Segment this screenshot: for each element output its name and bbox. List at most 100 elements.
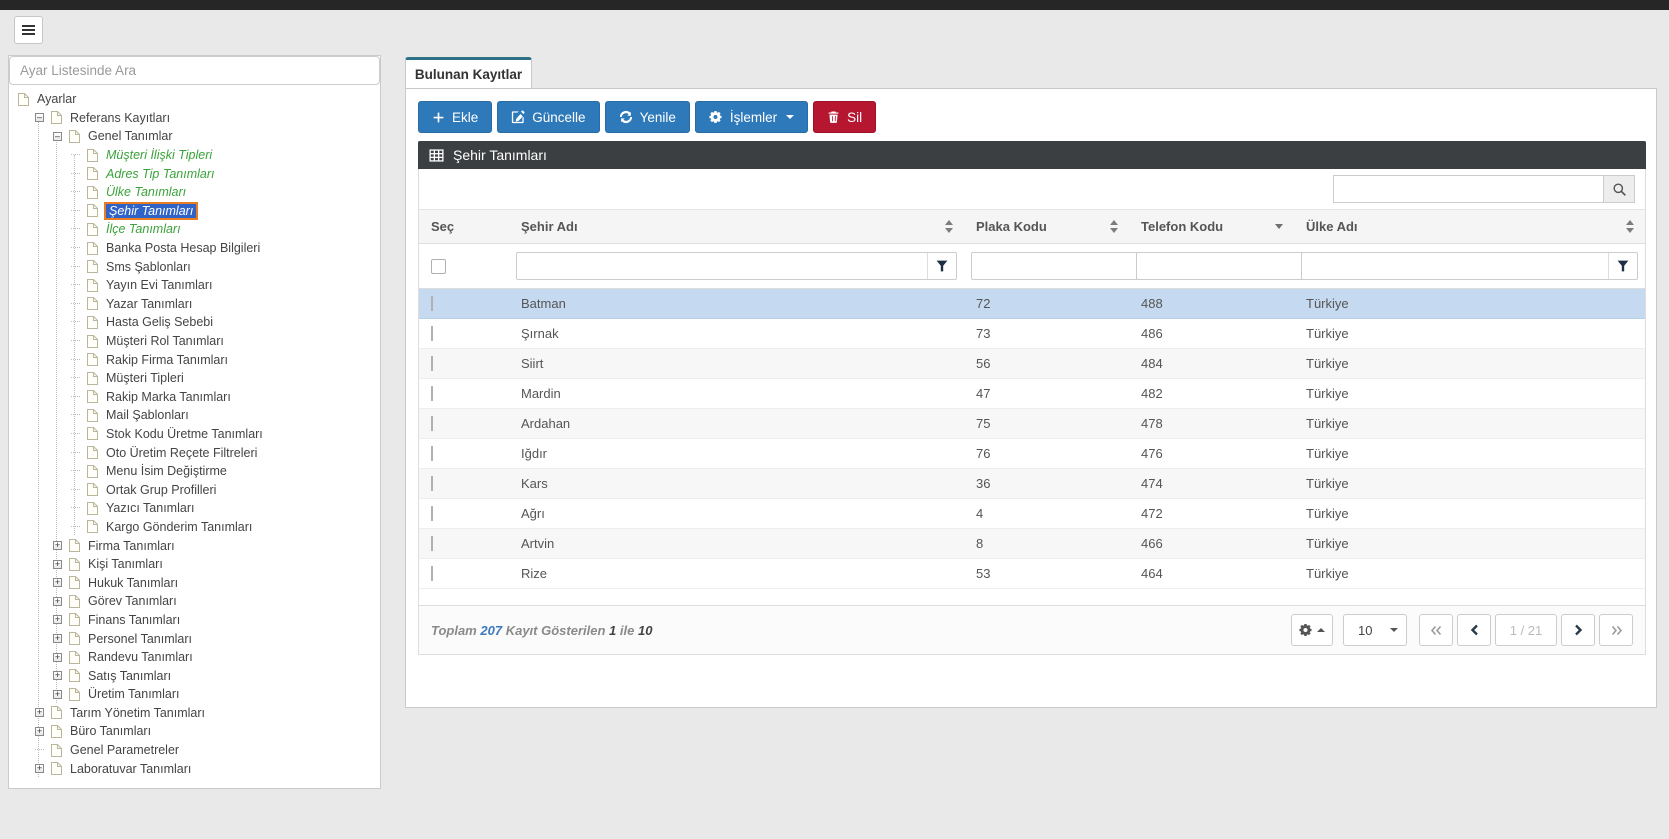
tree-item-sehir-tanimlari[interactable]: Şehir Tanımları (11, 201, 378, 221)
tree-item-musteri-tipleri[interactable]: Müşteri Tipleri (11, 369, 378, 388)
tree-item-ulke-tanimlari[interactable]: Ülke Tanımları (11, 183, 378, 202)
row-checkbox[interactable] (431, 536, 433, 551)
expand-icon[interactable]: + (53, 595, 62, 606)
sort-icon[interactable] (1626, 220, 1635, 233)
tree-item-hasta-gelis-sebebi[interactable]: Hasta Geliş Sebebi (11, 313, 378, 332)
table-row-sirnak[interactable]: Şırnak 73 486 Türkiye (419, 319, 1645, 349)
table-row-igdir[interactable]: Iğdır 76 476 Türkiye (419, 439, 1645, 469)
tree-item-stok-kodu-uretme-tanimlari[interactable]: Stok Kodu Üretme Tanımları (11, 425, 378, 444)
page-size-select[interactable]: 10 (1343, 614, 1407, 646)
tree-item-menu-isim-degistirme[interactable]: Menu İsim Değiştirme (11, 462, 378, 481)
expand-icon[interactable]: + (53, 614, 62, 625)
tree-item-ortak-grup-profilleri[interactable]: Ortak Grup Profilleri (11, 480, 378, 499)
column-header-plate-code[interactable]: Plaka Kodu (964, 219, 1129, 234)
grid-settings-button[interactable] (1291, 614, 1333, 646)
table-row-artvin[interactable]: Artvin 8 466 Türkiye (419, 529, 1645, 559)
tab-bulunan-kayitlar[interactable]: Bulunan Kayıtlar (405, 57, 532, 88)
expand-icon[interactable]: + (53, 633, 62, 644)
update-button[interactable]: Güncelle (497, 101, 600, 133)
tree-item-hukuk-tanimlari[interactable]: + Hukuk Tanımları (11, 573, 378, 592)
tree-item-musteri-iliski-tipleri[interactable]: Müşteri İlişki Tipleri (11, 146, 378, 165)
refresh-button[interactable]: Yenile (604, 101, 690, 133)
tree-item-buro-tanimlari[interactable]: + Büro Tanımları (11, 722, 378, 741)
filter-input-plate-code[interactable] (972, 254, 1164, 278)
tree-item-firma-tanimlari[interactable]: + Firma Tanımları (11, 536, 378, 555)
tree-item-rakip-marka-tanimlari[interactable]: Rakip Marka Tanımları (11, 388, 378, 407)
tree-item-satis-tanimlari[interactable]: + Satış Tanımları (11, 666, 378, 685)
column-header-country[interactable]: Ülke Adı (1294, 219, 1645, 234)
row-checkbox[interactable] (431, 326, 433, 341)
expand-icon[interactable]: + (53, 688, 62, 699)
operations-dropdown-button[interactable]: İşlemler (694, 101, 809, 133)
table-row-rize[interactable]: Rize 53 464 Türkiye (419, 559, 1645, 589)
tree-item-rakip-firma-tanimlari[interactable]: Rakip Firma Tanımları (11, 350, 378, 369)
tree-item-randevu-tanimlari[interactable]: + Randevu Tanımları (11, 648, 378, 667)
add-button[interactable]: Ekle (418, 101, 493, 133)
expand-icon[interactable]: + (53, 651, 62, 662)
row-checkbox[interactable] (431, 446, 433, 461)
row-checkbox[interactable] (431, 356, 433, 371)
first-page-button[interactable] (1419, 614, 1453, 646)
row-checkbox[interactable] (431, 476, 433, 491)
sort-icon[interactable] (1110, 220, 1119, 233)
tree-item-banka-posta-hesap-bilgileri[interactable]: Banka Posta Hesap Bilgileri (11, 239, 378, 258)
table-row-agri[interactable]: Ağrı 4 472 Türkiye (419, 499, 1645, 529)
expand-icon[interactable]: + (53, 540, 62, 551)
tree-item-kisi-tanimlari[interactable]: + Kişi Tanımları (11, 555, 378, 574)
tree-item-yazar-tanimlari[interactable]: Yazar Tanımları (11, 295, 378, 314)
column-header-city[interactable]: Şehir Adı (509, 219, 964, 234)
tree-item-ayarlar[interactable]: Ayarlar (11, 90, 378, 109)
expand-icon[interactable]: + (53, 577, 62, 588)
last-page-button[interactable] (1599, 614, 1633, 646)
tree-search-input[interactable] (9, 56, 380, 85)
tree-item-gorev-tanimlari[interactable]: + Görev Tanımları (11, 592, 378, 611)
tree-item-mail-sablonlari[interactable]: Mail Şablonları (11, 406, 378, 425)
tree-item-uretim-tanimlari[interactable]: + Üretim Tanımları (11, 685, 378, 704)
tree-item-ilce-tanimlari[interactable]: İlçe Tanımları (11, 220, 378, 239)
grid-search-button[interactable] (1603, 175, 1635, 203)
tree-item-laboratuvar-tanimlari[interactable]: + Laboratuvar Tanımları (11, 759, 378, 778)
filter-button-country[interactable] (1608, 253, 1637, 279)
select-all-checkbox[interactable] (431, 258, 446, 274)
row-checkbox[interactable] (431, 386, 433, 401)
expand-icon[interactable]: + (35, 763, 44, 774)
tree-item-tarim-yonetim-tanimlari[interactable]: + Tarım Yönetim Tanımları (11, 704, 378, 723)
row-checkbox[interactable] (431, 416, 433, 431)
filter-input-phone-code[interactable] (1137, 254, 1329, 278)
expand-icon[interactable]: + (53, 558, 62, 569)
tree-item-genel-tanimlar[interactable]: – Genel Tanımlar (11, 127, 378, 146)
tree-item-kargo-gonderim-tanimlari[interactable]: Kargo Gönderim Tanımları (11, 518, 378, 537)
grid-search-input[interactable] (1333, 175, 1603, 203)
row-checkbox[interactable] (431, 506, 433, 521)
expand-icon[interactable]: + (53, 670, 62, 681)
tree-item-sms-sablonlari[interactable]: Sms Şablonları (11, 257, 378, 276)
row-checkbox[interactable] (431, 566, 433, 581)
table-row-ardahan[interactable]: Ardahan 75 478 Türkiye (419, 409, 1645, 439)
tree-item-personel-tanimlari[interactable]: + Personel Tanımları (11, 629, 378, 648)
collapse-icon[interactable]: – (53, 130, 62, 141)
tree-item-genel-parametreler[interactable]: Genel Parametreler (11, 741, 378, 760)
delete-button[interactable]: Sil (813, 101, 877, 133)
sort-desc-icon[interactable] (1275, 220, 1284, 233)
table-row-siirt[interactable]: Siirt 56 484 Türkiye (419, 349, 1645, 379)
table-row-mardin[interactable]: Mardin 47 482 Türkiye (419, 379, 1645, 409)
tree-item-finans-tanimlari[interactable]: + Finans Tanımları (11, 611, 378, 630)
table-row-kars[interactable]: Kars 36 474 Türkiye (419, 469, 1645, 499)
next-page-button[interactable] (1561, 614, 1595, 646)
tree-item-referans-kayitlari[interactable]: – Referans Kayıtları (11, 109, 378, 128)
tree-item-musteri-rol-tanimlari[interactable]: Müşteri Rol Tanımları (11, 332, 378, 351)
tree-item-yazici-tanimlari[interactable]: Yazıcı Tanımları (11, 499, 378, 518)
tree-item-adres-tip-tanimlari[interactable]: Adres Tip Tanımları (11, 164, 378, 183)
filter-input-city[interactable] (517, 254, 927, 278)
previous-page-button[interactable] (1457, 614, 1491, 646)
table-row-batman[interactable]: Batman 72 488 Türkiye (419, 289, 1645, 319)
row-checkbox[interactable] (431, 296, 433, 311)
menu-toggle-button[interactable] (14, 16, 43, 44)
filter-input-country[interactable] (1302, 254, 1608, 278)
sort-icon[interactable] (945, 220, 954, 233)
collapse-icon[interactable]: – (35, 112, 44, 123)
tree-item-yayin-evi-tanimlari[interactable]: Yayın Evi Tanımları (11, 276, 378, 295)
expand-icon[interactable]: + (35, 725, 44, 736)
tree-item-oto-uretim-recete-filtreleri[interactable]: Oto Üretim Reçete Filtreleri (11, 443, 378, 462)
expand-icon[interactable]: + (35, 707, 44, 718)
